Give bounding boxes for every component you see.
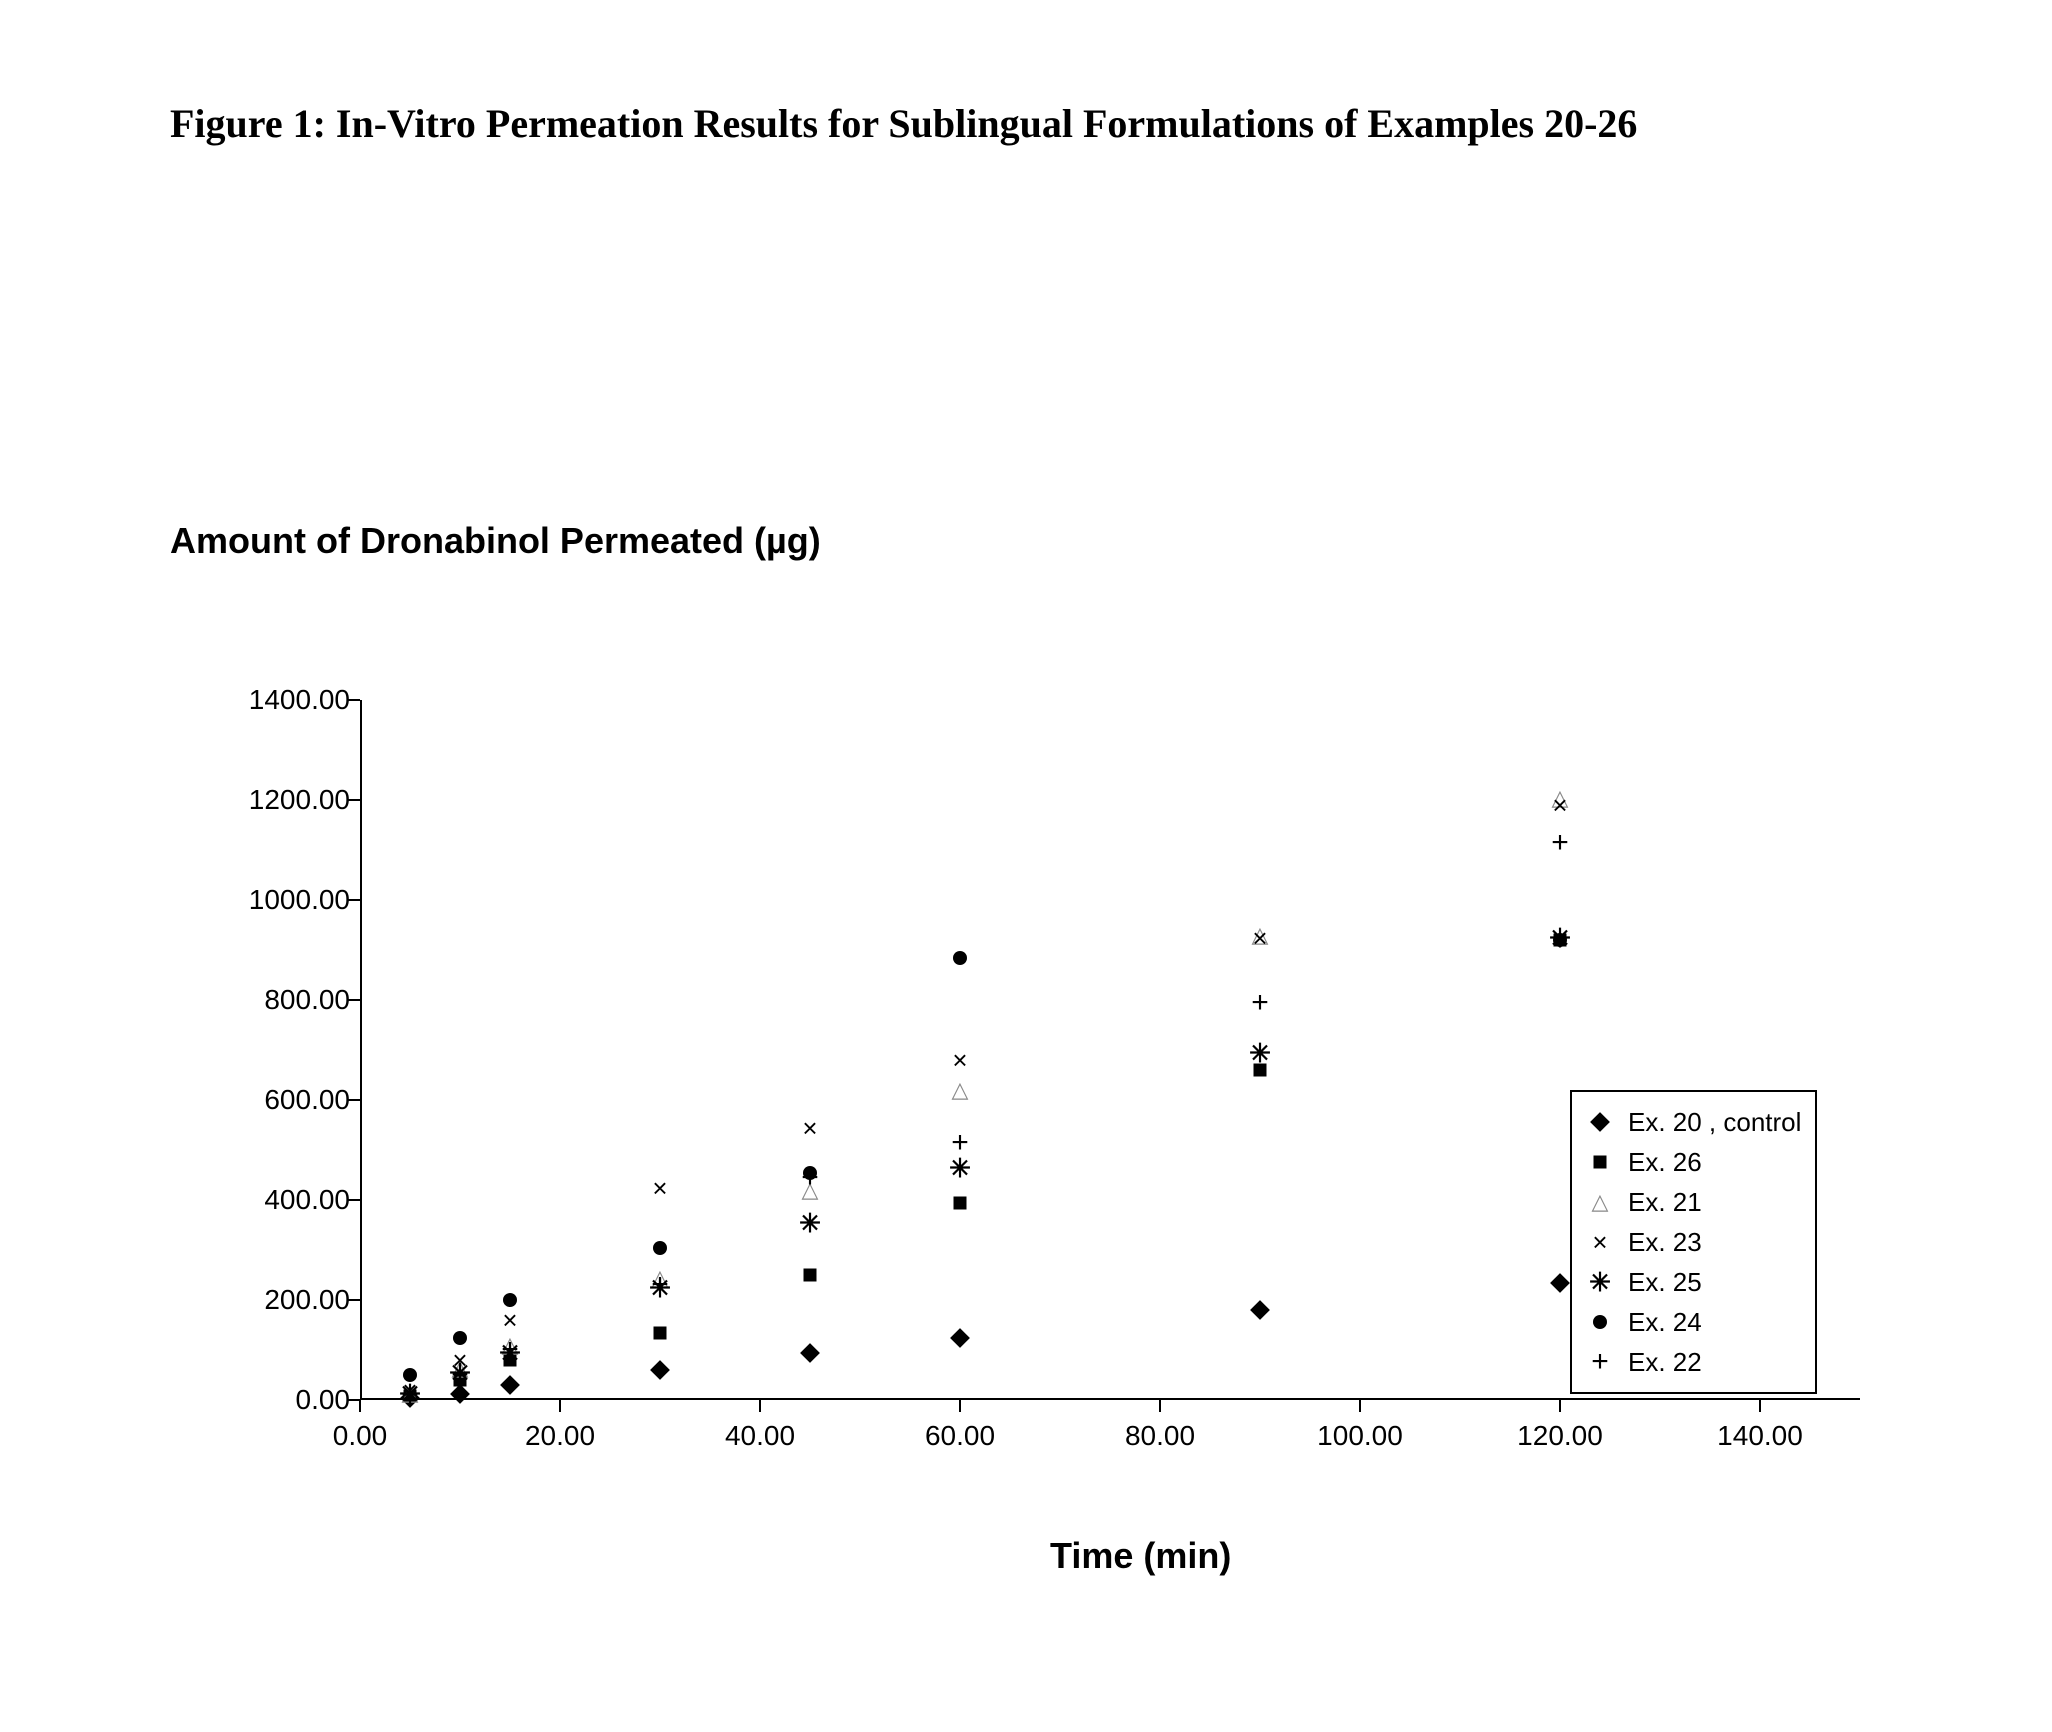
legend-label: Ex. 21 [1628,1182,1702,1222]
y-axis-title: Amount of Dronabinol Permeated (µg) [170,520,821,562]
square-marker [1594,1156,1607,1169]
x-tick [1359,1400,1361,1412]
y-tick-label: 600.00 [210,1084,350,1116]
data-point-ex23: × [952,1050,967,1070]
data-point-ex20 [800,1343,820,1363]
x-tick [1559,1400,1561,1412]
legend-label: Ex. 20 , control [1628,1102,1801,1142]
data-point-ex25: ✳ [949,1158,971,1178]
x-tick [1159,1400,1161,1412]
legend: Ex. 20 , controlEx. 26 △ Ex. 21 × Ex. 23 ✳ Ex.… [1570,1090,1817,1394]
plus-marker: + [1591,1352,1609,1372]
data-point-ex26 [804,1269,817,1282]
triangle-marker: △ [1592,1191,1609,1213]
legend-label: Ex. 26 [1628,1142,1702,1182]
figure-title: Figure 1: In-Vitro Permeation Results fo… [170,100,1637,147]
x-tick-label: 0.00 [333,1420,388,1452]
data-point-ex20 [950,1328,970,1348]
x-tick-label: 140.00 [1717,1420,1803,1452]
legend-item-ex21: △ Ex. 21 [1586,1182,1801,1222]
data-point-ex21: △ [952,1079,969,1101]
data-point-ex24 [653,1241,667,1255]
legend-item-ex24: Ex. 24 [1586,1302,1801,1342]
x-tick [359,1400,361,1412]
chart: 0.00 200.00 400.00 600.00 800.00 1000.00 1200.… [200,700,1900,1420]
y-axis-line [360,700,362,1400]
legend-item-ex20: Ex. 20 , control [1586,1102,1801,1142]
data-point-ex25: ✳ [799,1213,821,1233]
legend-label: Ex. 25 [1628,1262,1702,1302]
x-tick-label: 80.00 [1125,1420,1195,1452]
circle-marker [1593,1315,1607,1329]
legend-label: Ex. 24 [1628,1302,1702,1342]
legend-swatch: ✳ [1586,1268,1614,1296]
data-point-ex20 [1550,1273,1570,1293]
data-point-ex20 [500,1375,520,1395]
y-tick-label: 200.00 [210,1284,350,1316]
x-tick-label: 60.00 [925,1420,995,1452]
x-tick [1759,1400,1761,1412]
y-tick-label: 1200.00 [210,784,350,816]
legend-swatch: × [1586,1228,1614,1256]
data-point-ex20 [650,1360,670,1380]
data-point-ex26 [654,1326,667,1339]
page: Figure 1: In-Vitro Permeation Results fo… [0,0,2052,1732]
x-tick [759,1400,761,1412]
diamond-marker [1590,1112,1610,1132]
data-point-ex22: + [501,1340,519,1360]
y-tick-label: 1000.00 [210,884,350,916]
data-point-ex23: × [502,1310,517,1330]
asterisk-marker: ✳ [1589,1272,1611,1292]
x-tick-label: 40.00 [725,1420,795,1452]
legend-swatch: △ [1586,1188,1614,1216]
x-tick-label: 100.00 [1317,1420,1403,1452]
data-point-ex24 [1553,933,1567,947]
y-tick-label: 800.00 [210,984,350,1016]
data-point-ex22: + [651,1275,669,1295]
data-point-ex22: + [401,1385,419,1405]
x-axis-line [360,1398,1860,1400]
legend-item-ex25: ✳ Ex. 25 [1586,1262,1801,1302]
y-tick-label: 1400.00 [210,684,350,716]
data-point-ex26 [954,1196,967,1209]
data-point-ex22: + [451,1365,469,1385]
legend-swatch [1586,1308,1614,1336]
data-point-ex23: × [1552,795,1567,815]
plot-area: 0.00200.00400.00600.00800.001000.001200.… [360,700,1860,1400]
data-point-ex23: × [802,1118,817,1138]
data-point-ex22: + [951,1133,969,1153]
x-tick-label: 120.00 [1517,1420,1603,1452]
data-point-ex20 [1250,1300,1270,1320]
data-point-ex23: × [652,1178,667,1198]
legend-item-ex22: + Ex. 22 [1586,1342,1801,1382]
y-tick-label: 0.00 [210,1384,350,1416]
x-tick [959,1400,961,1412]
legend-swatch [1586,1148,1614,1176]
legend-swatch: + [1586,1348,1614,1376]
legend-item-ex26: Ex. 26 [1586,1142,1801,1182]
legend-item-ex23: × Ex. 23 [1586,1222,1801,1262]
x-tick-label: 20.00 [525,1420,595,1452]
legend-swatch [1586,1108,1614,1136]
data-point-ex22: + [1251,993,1269,1013]
x-tick [559,1400,561,1412]
legend-label: Ex. 23 [1628,1222,1702,1262]
data-point-ex24 [953,951,967,965]
y-tick-label: 400.00 [210,1184,350,1216]
data-point-ex24 [453,1331,467,1345]
data-point-ex24 [503,1293,517,1307]
data-point-ex22: + [1551,833,1569,853]
x-axis-title: Time (min) [1050,1535,1231,1577]
data-point-ex25: ✳ [1249,1043,1271,1063]
data-point-ex22: + [801,1168,819,1188]
data-point-ex23: × [1252,928,1267,948]
x-marker: × [1592,1232,1607,1252]
legend-label: Ex. 22 [1628,1342,1702,1382]
